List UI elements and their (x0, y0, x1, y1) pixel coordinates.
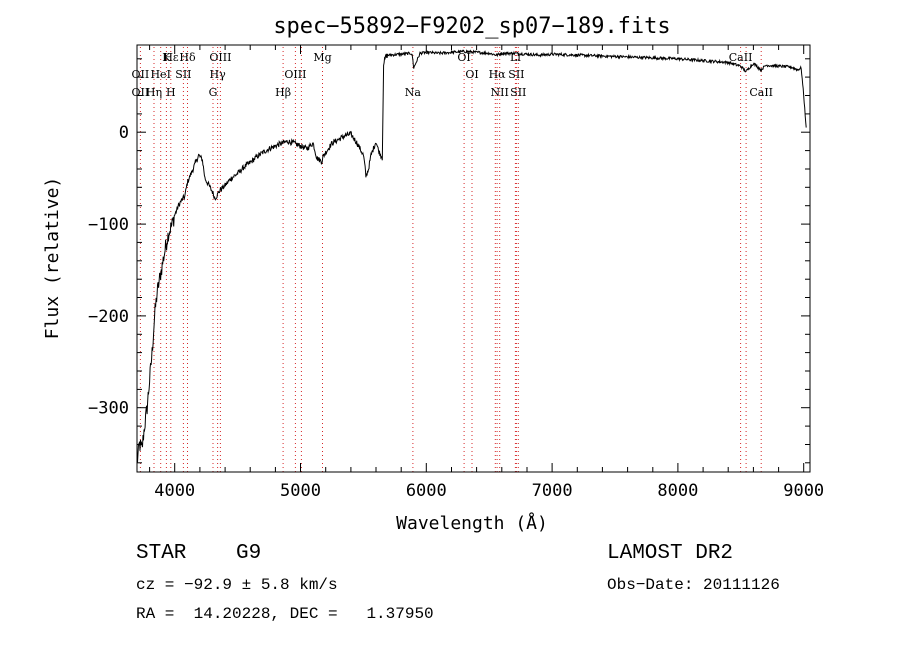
line-label-top_row1-4: Mg (313, 51, 331, 64)
line-label-top_row2-5: OI (465, 68, 478, 81)
coordinates: RA = 14.20228, DEC = 1.37950 (136, 605, 434, 623)
line-label-top_row3-3: G (209, 86, 218, 99)
line-label-top_row1-5: OI (457, 51, 470, 64)
line-label-top_row1-1: K (162, 51, 171, 64)
line-label-top_row3-1: Hη (146, 86, 162, 99)
line-label-top_row2-6: Hα (489, 68, 507, 81)
line-label-top_row3-0: OII (132, 86, 150, 99)
chart-title: spec−55892−F9202_sp07−189.fits (273, 14, 670, 39)
survey-name: LAMOST DR2 (607, 542, 734, 565)
x-axis-ticks: 4000 5000 6000 7000 8000 9000 (149, 45, 824, 501)
line-label-top_row3-5: Na (405, 86, 422, 99)
line-label-top_row3-2: H (166, 86, 176, 99)
object-subclass: G9 (236, 542, 262, 565)
y-tick-label: −100 (88, 215, 129, 235)
x-tick-label: 9000 (783, 481, 824, 501)
spectral-line-markers (139, 47, 762, 472)
line-label-top_row1-2: Hδ (179, 51, 196, 64)
observation-date: Obs−Date: 20111126 (607, 576, 780, 594)
y-axis-ticks: 0 −100 −200 −300 (88, 58, 810, 464)
line-label-top_row1-7: CaII (729, 51, 753, 64)
x-tick-label: 5000 (280, 481, 321, 501)
line-label-top_row1-3: OIII (209, 51, 231, 64)
line-label-top_row2-7: SII (508, 68, 524, 81)
y-tick-label: −300 (88, 399, 129, 419)
x-tick-label: 4000 (154, 481, 195, 501)
x-tick-label: 6000 (406, 481, 447, 501)
object-class: STAR (136, 542, 187, 565)
line-label-top_row1-0: Hε (163, 51, 179, 64)
y-tick-label: −200 (88, 307, 129, 327)
line-label-top_row3-6: NII (491, 86, 509, 99)
y-axis-label: Flux (relative) (42, 177, 63, 340)
line-label-top_row1-6: Li (510, 51, 521, 64)
spectrum-line (136, 49, 807, 463)
y-tick-label: 0 (119, 123, 129, 143)
x-tick-label: 8000 (657, 481, 698, 501)
redshift-velocity: cz = −92.9 ± 5.8 km/s (136, 576, 338, 594)
line-label-top_row2-4: OIII (284, 68, 306, 81)
line-label-top_row3-7: SII (510, 86, 526, 99)
line-label-top_row3-8: CaII (749, 86, 773, 99)
x-axis-label: Wavelength (Å) (396, 512, 548, 534)
plot-frame (136, 44, 811, 473)
line-label-top_row3-4: Hβ (275, 86, 291, 99)
line-label-top_row2-1: HeI (150, 68, 170, 81)
x-tick-label: 7000 (532, 481, 573, 501)
line-label-top_row2-3: Hγ (210, 68, 227, 81)
line-label-top_row2-2: SII (175, 68, 191, 81)
line-label-top_row2-0: OII (132, 68, 150, 81)
